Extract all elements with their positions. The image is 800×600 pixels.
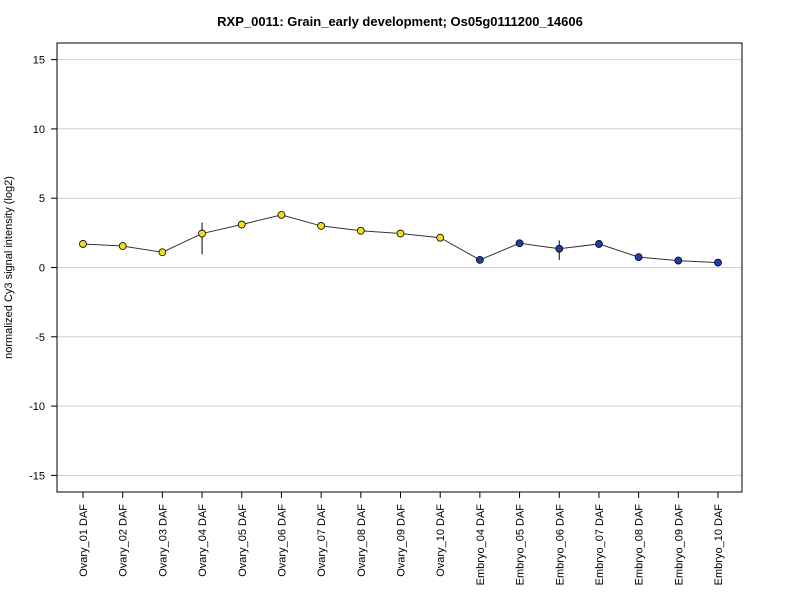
y-tick-label: 0	[39, 263, 45, 275]
y-tick-label: -5	[35, 332, 45, 344]
x-tick-label: Embryo_09 DAF	[673, 504, 685, 586]
x-tick-label: Embryo_08 DAF	[634, 504, 646, 586]
x-tick-label: Ovary_03 DAF	[157, 504, 169, 577]
data-point	[396, 229, 405, 238]
y-tick-label: -15	[29, 470, 45, 482]
x-tick-label: Ovary_07 DAF	[316, 504, 328, 577]
data-point	[555, 244, 564, 253]
x-tick-label: Ovary_04 DAF	[197, 504, 209, 577]
x-tick-label: Embryo_04 DAF	[475, 504, 487, 586]
x-tick-label: Embryo_05 DAF	[515, 504, 527, 586]
data-point	[158, 248, 167, 257]
x-tick-label: Ovary_01 DAF	[78, 504, 90, 577]
y-tick-label: 15	[33, 55, 45, 67]
data-point	[595, 240, 603, 248]
data-point	[356, 226, 365, 235]
data-point	[118, 242, 127, 250]
x-tick-label: Embryo_06 DAF	[554, 504, 566, 586]
y-tick-label: 10	[33, 124, 45, 136]
y-tick-label: -10	[29, 401, 45, 413]
data-point	[515, 239, 524, 248]
x-tick-label: Ovary_06 DAF	[276, 504, 288, 577]
data-point	[436, 233, 445, 242]
x-axis: Ovary_01 DAF Ovary_02 DAF Ovary_03 DAF Ovar…	[78, 492, 725, 585]
x-tick-label: Ovary_02 DAF	[118, 504, 130, 577]
data-point	[198, 229, 206, 238]
y-tick-label: 5	[39, 193, 45, 205]
x-tick-label: Ovary_08 DAF	[356, 504, 368, 577]
data-point	[237, 220, 246, 229]
y-axis: -15 -10 -5 0 5 10 15	[29, 55, 57, 482]
chart-title: RXP_0011: Grain_early development; Os05g…	[217, 14, 583, 29]
data-point	[714, 258, 722, 267]
data-point	[277, 210, 286, 219]
x-tick-label: Embryo_10 DAF	[713, 504, 725, 586]
x-tick-label: Ovary_10 DAF	[435, 504, 447, 577]
data-point	[317, 222, 326, 230]
series-expression	[79, 210, 722, 267]
y-axis-label: normalized Cy3 signal intensity (log2)	[3, 176, 15, 359]
x-tick-label: Embryo_07 DAF	[594, 504, 606, 586]
x-tick-label: Ovary_09 DAF	[396, 504, 408, 577]
x-tick-label: Ovary_05 DAF	[237, 504, 249, 577]
series-line	[82, 214, 719, 264]
data-point	[674, 256, 683, 265]
data-point	[79, 240, 87, 248]
data-point	[475, 255, 484, 264]
grid-lines	[57, 59, 742, 476]
data-point	[634, 253, 643, 262]
